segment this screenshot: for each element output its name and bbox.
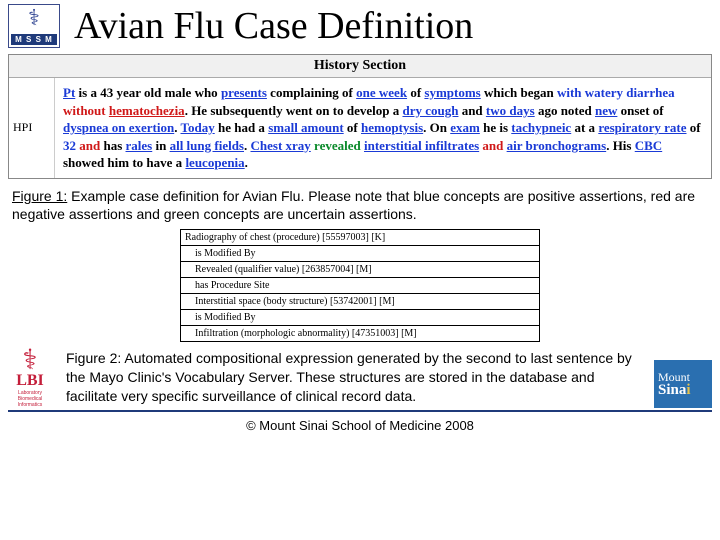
figure-1-text: Example case definition for Avian Flu. P… (12, 188, 695, 222)
term-cell: Interstitial space (body structure) [537… (181, 294, 540, 310)
composition-table: Radiography of chest (procedure) [555970… (180, 229, 540, 342)
copyright: © Mount Sinai School of Medicine 2008 (0, 416, 720, 433)
title-bar: ⚕ M S S M Avian Flu Case Definition (0, 0, 720, 50)
divider (8, 410, 712, 412)
page-title: Avian Flu Case Definition (74, 4, 473, 48)
figure-2-row: ⚕ LBI LaboratoryBiomedicalInformatics Fi… (0, 348, 720, 408)
term-cell: is Modified By (181, 310, 540, 326)
term-cell: Revealed (qualifier value) [263857004] [… (181, 262, 540, 278)
caduceus-icon: ⚕ (28, 7, 40, 29)
lbi-logo: ⚕ LBI LaboratoryBiomedicalInformatics (4, 348, 56, 408)
term-cell: Radiography of chest (procedure) [555970… (181, 230, 540, 246)
history-header: History Section (9, 55, 711, 78)
figure-2-caption: Figure 2: Automated compositional expres… (56, 349, 654, 408)
mssm-label: M S S M (11, 34, 57, 45)
lbi-sublabel: LaboratoryBiomedicalInformatics (4, 390, 56, 408)
dna-icon: ⚕ (4, 348, 56, 372)
history-row-label: HPI (9, 78, 55, 178)
ms-line2: Sinai (658, 383, 691, 398)
history-paragraph: Pt is a 43 year old male who presents co… (55, 78, 711, 178)
mssm-logo: ⚕ M S S M (8, 4, 60, 48)
term-cell: has Procedure Site (181, 278, 540, 294)
figure-2-label: Figure 2: (66, 350, 121, 366)
lbi-label: LBI (4, 372, 56, 390)
term-cell: Infiltration (morphologic abnormality) [… (181, 326, 540, 342)
term-cell: is Modified By (181, 246, 540, 262)
figure-2-text: Automated compositional expression gener… (66, 350, 632, 404)
figure-1-caption: Figure 1: Example case definition for Av… (0, 185, 720, 227)
figure-1-label: Figure 1: (12, 188, 67, 204)
history-section: History Section HPI Pt is a 43 year old … (8, 54, 712, 179)
mount-sinai-logo: Mount Sinai (654, 360, 712, 408)
